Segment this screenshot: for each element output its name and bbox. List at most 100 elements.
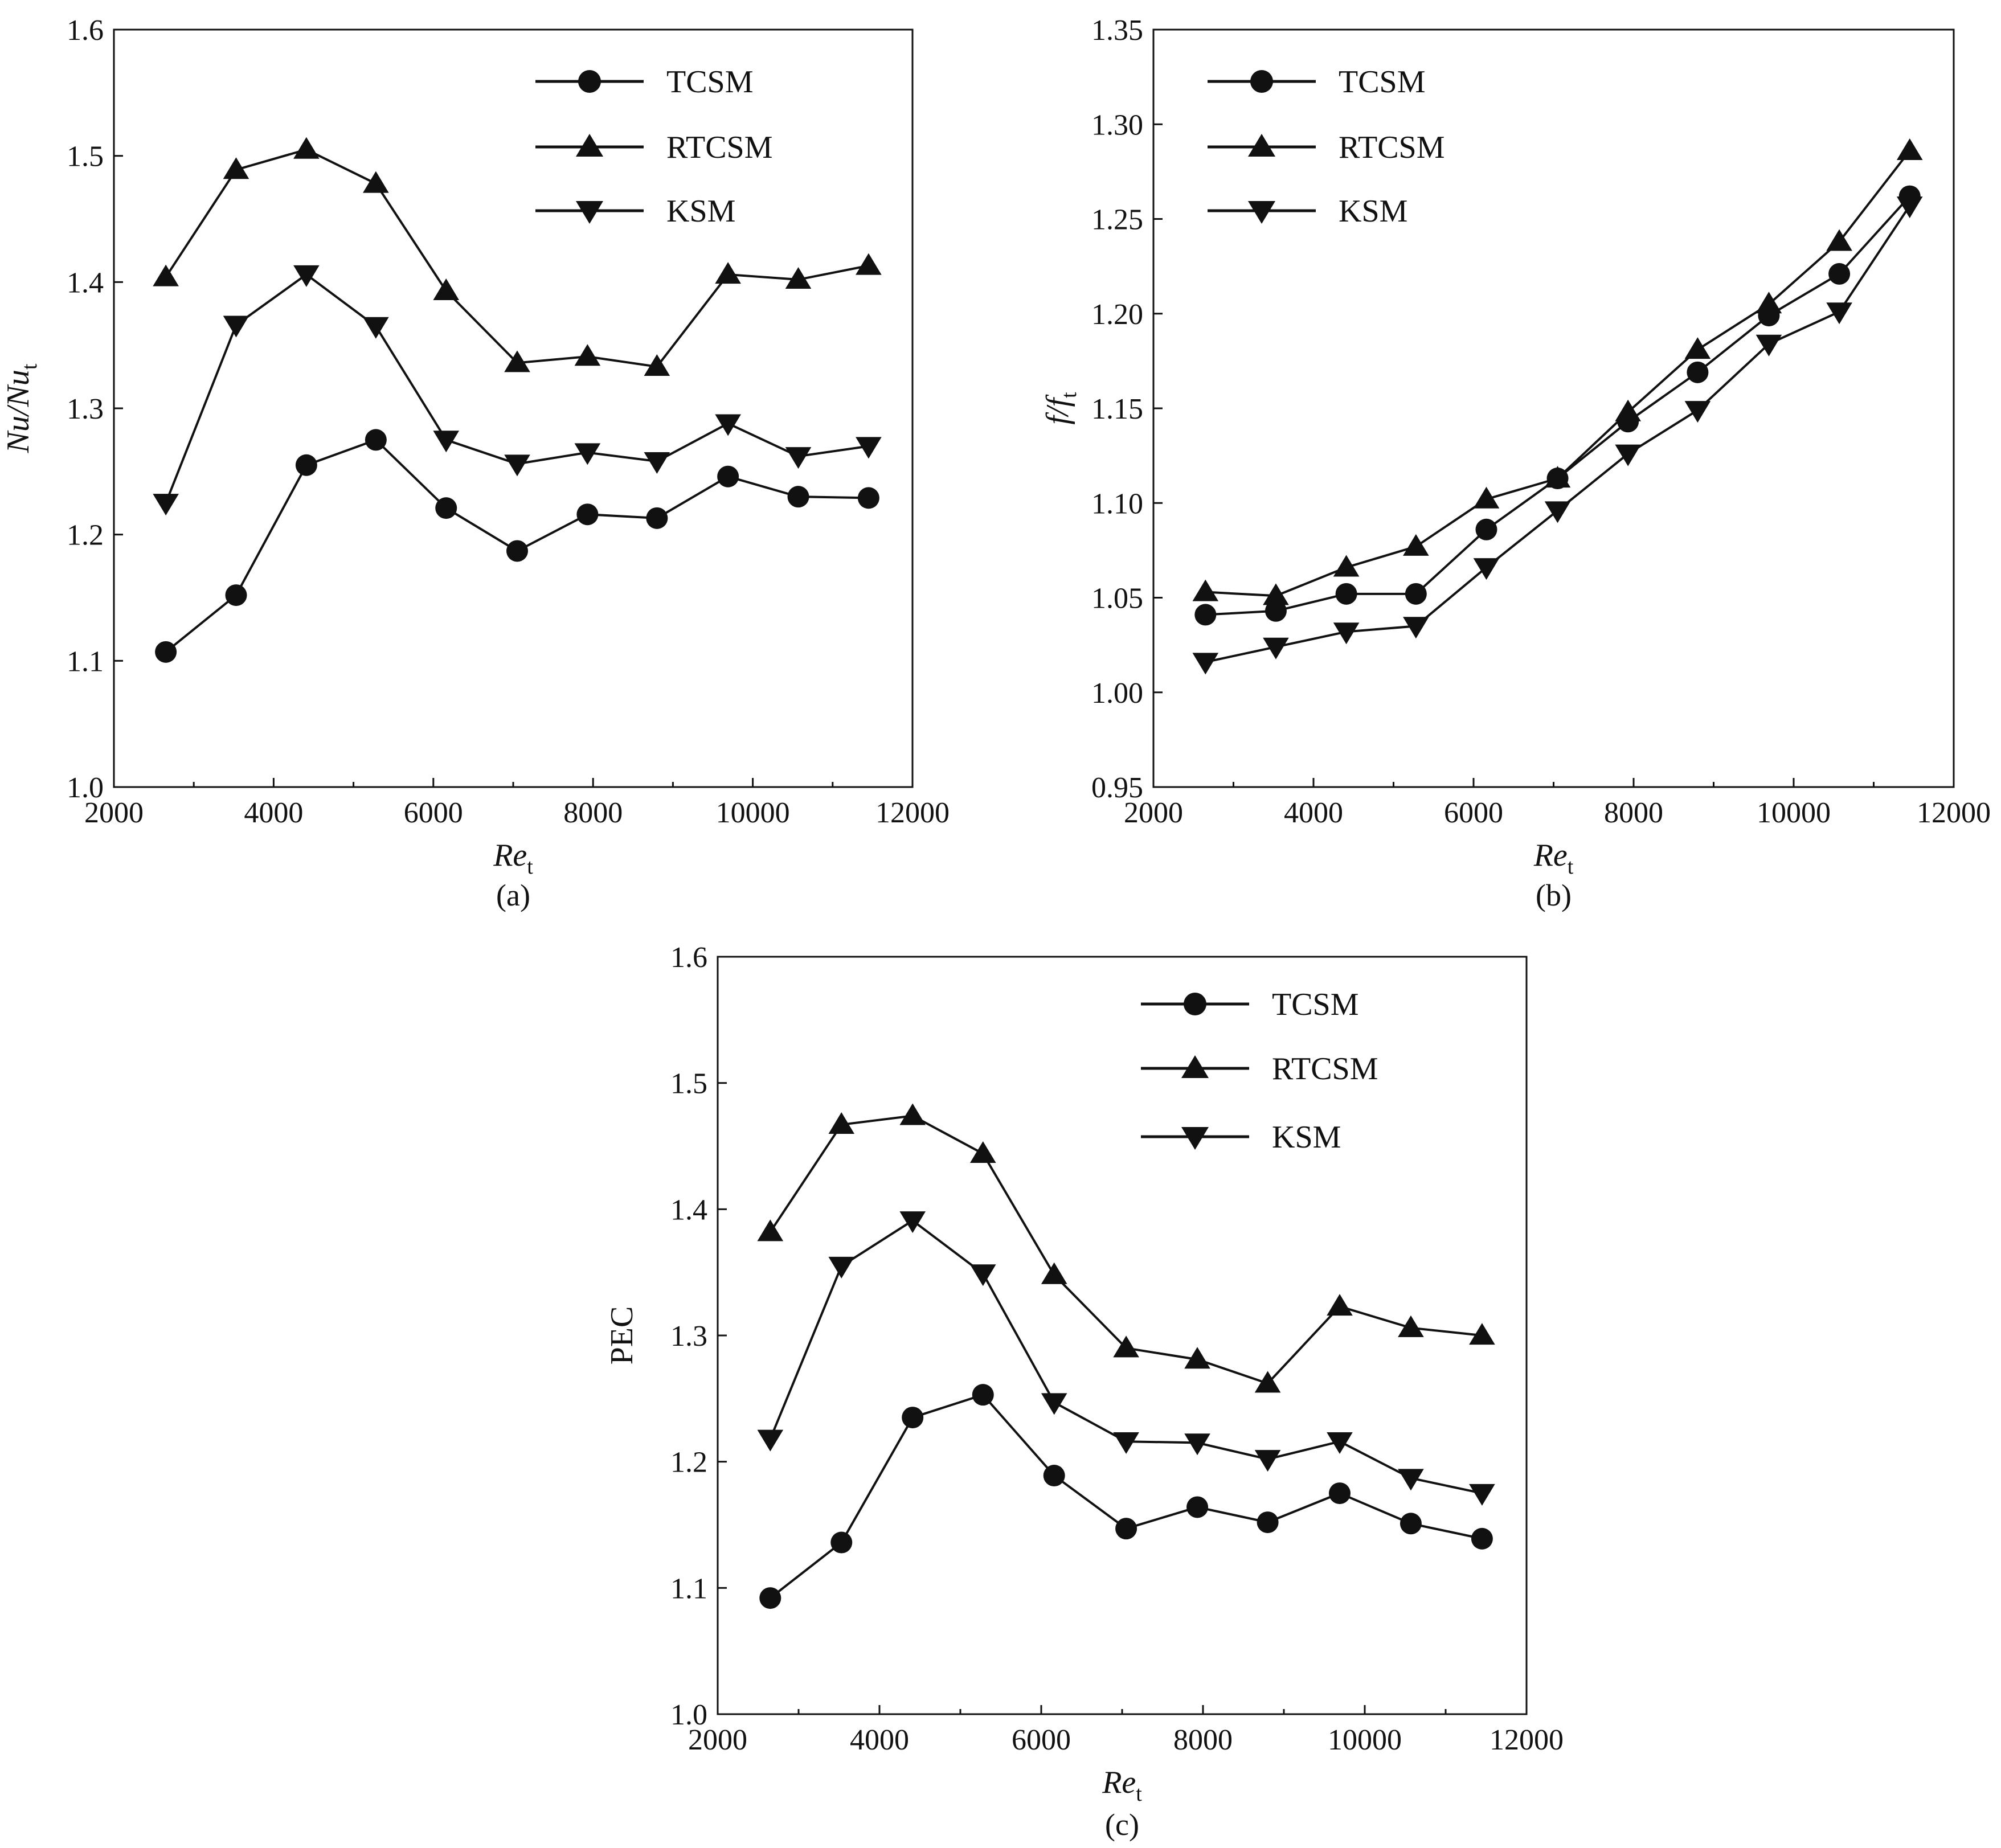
data-point-ksm xyxy=(293,265,320,287)
data-point-ksm xyxy=(1756,334,1782,357)
data-point-tcsm xyxy=(857,487,879,509)
x-tick-label: 10000 xyxy=(1328,1724,1402,1756)
legend-marker-rtcsm xyxy=(1181,1055,1209,1078)
data-point-tcsm xyxy=(155,641,177,663)
data-point-rtcsm xyxy=(1896,138,1923,160)
plot-frame xyxy=(113,28,914,788)
panel-caption: (c) xyxy=(1105,1808,1139,1842)
data-point-tcsm xyxy=(717,465,739,487)
data-point-ksm xyxy=(757,1429,784,1452)
data-point-ksm xyxy=(1113,1432,1139,1454)
series-line-tcsm xyxy=(1205,195,1911,616)
plot-frame xyxy=(1152,28,1955,788)
x-tick-label: 2000 xyxy=(84,797,144,829)
y-tick-label: 1.25 xyxy=(1091,204,1143,236)
data-point-rtcsm xyxy=(293,137,320,159)
y-tick-label: 1.10 xyxy=(1091,487,1143,520)
data-point-ksm xyxy=(644,452,670,474)
legend-label-ksm: KSM xyxy=(1339,194,1407,229)
y-tick-label: 1.1 xyxy=(670,1572,707,1605)
data-point-ksm xyxy=(785,447,812,469)
y-tick-label: 1.5 xyxy=(67,141,104,173)
data-point-rtcsm xyxy=(644,354,670,376)
data-point-tcsm xyxy=(902,1407,924,1429)
y-tick-label: 0.95 xyxy=(1091,772,1143,804)
data-point-ksm xyxy=(1615,444,1641,466)
data-point-ksm xyxy=(1473,558,1500,580)
data-point-tcsm xyxy=(1257,1511,1279,1534)
panel-a-nu-ratio-chart: 2000 4000 6000 8000 10000 12000 1.0 1.1 1.2 1.3 1.… xyxy=(1,14,950,912)
data-point-ksm xyxy=(433,431,460,453)
data-point-ksm xyxy=(223,315,249,338)
data-point-tcsm xyxy=(1265,600,1287,622)
data-point-tcsm xyxy=(1405,583,1427,605)
data-point-ksm xyxy=(1041,1393,1067,1415)
data-point-tcsm xyxy=(1335,583,1357,605)
y-tick-label: 1.15 xyxy=(1091,393,1143,425)
data-point-tcsm xyxy=(1687,361,1709,383)
legend-marker-ksm xyxy=(1248,201,1275,224)
x-tick-label: 6000 xyxy=(404,797,463,829)
data-point-rtcsm xyxy=(757,1219,784,1241)
data-point-tcsm xyxy=(435,497,457,519)
data-point-rtcsm xyxy=(1184,1347,1210,1369)
data-point-ksm xyxy=(856,437,882,459)
x-axis-label: Ret xyxy=(1102,1765,1142,1806)
y-tick-label: 1.3 xyxy=(67,393,104,425)
data-point-tcsm xyxy=(759,1587,781,1609)
data-point-ksm xyxy=(363,317,389,339)
x-tick-label: 4000 xyxy=(244,797,303,829)
x-tick-label: 2000 xyxy=(688,1724,747,1756)
data-point-tcsm xyxy=(1828,263,1851,285)
data-point-ksm xyxy=(1333,622,1360,645)
data-point-tcsm xyxy=(225,584,247,607)
x-tick-label: 12000 xyxy=(1490,1724,1564,1756)
y-tick-label: 1.4 xyxy=(670,1194,707,1226)
data-point-rtcsm xyxy=(574,344,601,366)
data-point-rtcsm xyxy=(1403,534,1429,556)
legend-label-rtcsm: RTCSM xyxy=(1272,1051,1378,1087)
data-point-rtcsm xyxy=(1327,1294,1353,1316)
data-point-rtcsm xyxy=(1469,1323,1495,1345)
data-point-ksm xyxy=(899,1211,926,1234)
data-point-tcsm xyxy=(787,486,809,508)
data-point-rtcsm xyxy=(1544,466,1571,488)
legend-marker-rtcsm xyxy=(1248,134,1275,157)
data-point-tcsm xyxy=(646,507,668,529)
data-point-ksm xyxy=(715,414,741,436)
data-point-rtcsm xyxy=(1615,399,1641,421)
data-point-ksm xyxy=(504,454,530,477)
data-point-tcsm xyxy=(1328,1482,1351,1505)
data-point-ksm xyxy=(1254,1450,1281,1472)
data-point-ksm xyxy=(1896,196,1923,219)
data-point-tcsm xyxy=(1043,1465,1065,1487)
y-tick-label: 1.4 xyxy=(67,267,104,299)
panel-b-friction-ratio-chart: 2000 4000 6000 8000 10000 12000 0.95 1.00 1.05 1.… xyxy=(1040,14,1991,912)
data-point-tcsm xyxy=(576,503,599,526)
data-point-ksm xyxy=(574,443,601,465)
y-tick-label: 1.3 xyxy=(670,1320,707,1353)
y-axis-label: Nu/Nut xyxy=(1,363,42,453)
panel-c-pec-chart: 2000 4000 6000 8000 10000 12000 1.0 1.1 1.2 1.3 1.… xyxy=(604,941,1564,1842)
y-tick-label: 1.2 xyxy=(670,1447,707,1479)
x-tick-label: 6000 xyxy=(1444,797,1503,829)
data-point-rtcsm xyxy=(899,1103,926,1125)
series-line-tcsm xyxy=(770,1393,1483,1599)
legend-label-tcsm: TCSM xyxy=(1339,64,1426,100)
panel-caption: (a) xyxy=(496,878,530,912)
y-tick-label: 1.20 xyxy=(1091,298,1143,331)
data-point-rtcsm xyxy=(1826,229,1852,251)
x-tick-label: 4000 xyxy=(850,1724,909,1756)
data-point-rtcsm xyxy=(504,350,530,372)
data-point-rtcsm xyxy=(1113,1335,1139,1358)
data-point-ksm xyxy=(1469,1484,1495,1506)
data-point-ksm xyxy=(1826,302,1852,325)
data-point-ksm xyxy=(1192,653,1219,675)
data-point-rtcsm xyxy=(1254,1371,1281,1393)
data-point-rtcsm xyxy=(1473,486,1500,509)
legend-label-rtcsm: RTCSM xyxy=(666,130,772,165)
data-point-rtcsm xyxy=(1041,1262,1067,1284)
x-tick-label: 2000 xyxy=(1124,797,1183,829)
y-tick-label: 1.00 xyxy=(1091,677,1143,710)
